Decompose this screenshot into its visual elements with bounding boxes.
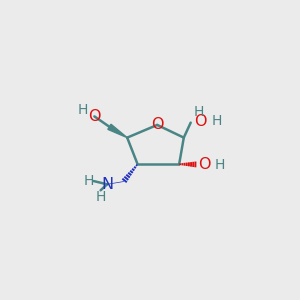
Text: H: H	[215, 158, 225, 172]
Text: H: H	[83, 174, 94, 188]
Polygon shape	[108, 124, 127, 138]
Text: O: O	[194, 114, 206, 129]
Text: O: O	[151, 117, 164, 132]
Text: N: N	[101, 177, 113, 192]
Text: H: H	[95, 190, 106, 204]
Text: O: O	[198, 158, 211, 172]
Text: H: H	[194, 105, 204, 119]
Text: H: H	[212, 115, 222, 128]
Text: O: O	[88, 109, 100, 124]
Text: H: H	[78, 103, 88, 117]
